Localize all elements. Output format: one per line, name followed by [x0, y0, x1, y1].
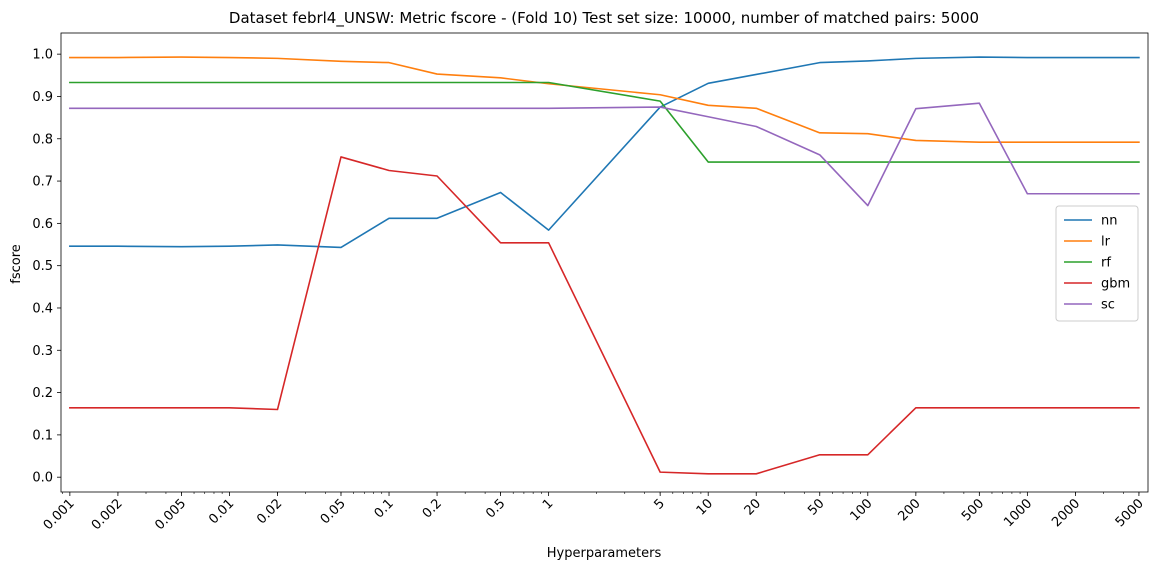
x-tick-label: 0.002 — [89, 496, 126, 533]
x-tick-label: 100 — [847, 496, 875, 524]
y-tick-label: 0.4 — [32, 301, 53, 316]
plot-marks — [69, 56, 1140, 475]
series-line-sc — [69, 102, 1140, 207]
legend-label-nn: nn — [1101, 214, 1117, 229]
x-tick-label: 50 — [805, 496, 827, 518]
x-tick-label: 1 — [540, 496, 556, 512]
x-tick-label: 0.05 — [318, 496, 349, 527]
x-tick-label: 0.2 — [420, 496, 445, 521]
x-tick-label: 0.005 — [152, 496, 189, 533]
chart-title: Dataset febrl4_UNSW: Metric fscore - (Fo… — [229, 9, 979, 28]
legend-label-lr: lr — [1101, 235, 1111, 250]
y-tick-label: 0.6 — [32, 217, 53, 232]
legend-label-sc: sc — [1101, 298, 1115, 313]
series-line-gbm — [69, 156, 1140, 475]
y-tick-label: 0.1 — [32, 428, 53, 443]
x-tick-label: 200 — [895, 496, 923, 524]
x-tick-label: 10 — [694, 496, 716, 518]
y-tick-label: 0.5 — [32, 259, 53, 274]
legend-label-rf: rf — [1101, 256, 1111, 271]
x-tick-label: 1000 — [1001, 496, 1035, 530]
x-tick-label: 20 — [742, 496, 764, 518]
legend-label-gbm: gbm — [1101, 277, 1130, 292]
y-tick-label: 0.7 — [32, 175, 53, 190]
x-tick-label: 0.01 — [206, 496, 237, 527]
series-line-lr — [69, 56, 1140, 143]
x-tick-label: 0.02 — [254, 496, 285, 527]
x-tick-label: 0.1 — [372, 496, 397, 521]
x-tick-label: 0.5 — [483, 496, 508, 521]
y-axis-label: fscore — [9, 244, 24, 284]
y-tick-label: 0.3 — [32, 344, 53, 359]
plot-frame — [60, 32, 1149, 493]
y-tick-label: 1.0 — [32, 48, 53, 63]
x-tick-label: 0.001 — [41, 496, 78, 533]
series-line-nn — [69, 56, 1140, 249]
y-tick-label: 0.9 — [32, 90, 53, 105]
legend-box — [1055, 205, 1139, 322]
x-tick-label: 2000 — [1049, 496, 1083, 530]
y-tick-label: 0.0 — [32, 471, 53, 486]
y-tick-label: 0.2 — [32, 386, 53, 401]
x-tick-label: 5000 — [1113, 496, 1147, 530]
y-tick-label: 0.8 — [32, 132, 53, 147]
x-axis-label: Hyperparameters — [547, 546, 662, 561]
x-tick-label: 5 — [652, 496, 668, 512]
legend: nn lr rf gbm sc — [1055, 205, 1139, 322]
x-tick-label: 500 — [959, 496, 987, 524]
series-line-rf — [69, 81, 1140, 163]
